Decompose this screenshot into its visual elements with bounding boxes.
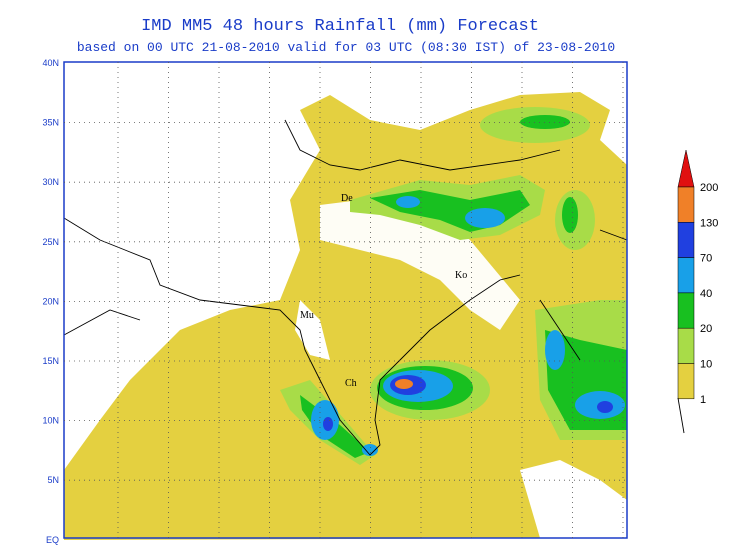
title: IMD MM5 48 hours Rainfall (mm) Forecast <box>141 17 539 36</box>
legend-swatch <box>677 186 695 223</box>
lat-label: 40N <box>42 58 59 68</box>
lat-label: 5N <box>47 475 59 485</box>
map-area <box>63 61 628 540</box>
city-label: Mu <box>300 310 314 321</box>
legend-label: 200 <box>700 182 718 194</box>
legend-label: 40 <box>700 288 712 300</box>
legend-swatch <box>677 363 695 400</box>
lat-label: 25N <box>42 237 59 247</box>
lat-label: 30N <box>42 177 59 187</box>
legend-swatch <box>677 292 695 329</box>
legend-swatch <box>677 327 695 364</box>
subtitle: based on 00 UTC 21-08-2010 valid for 03 … <box>77 40 615 55</box>
grid: 40N 35N 30N 25N 20N 15N 10N 5N EQ <box>42 58 627 545</box>
legend-swatch <box>677 257 695 294</box>
legend-label: 70 <box>700 253 712 265</box>
legend: 200 130 70 40 20 10 1 <box>677 149 718 406</box>
legend-label: 20 <box>700 323 712 335</box>
lat-label: 10N <box>42 416 59 426</box>
lat-label: 35N <box>42 118 59 128</box>
legend-tail <box>677 397 685 434</box>
lat-label: EQ <box>46 535 59 545</box>
legend-swatch <box>677 222 695 258</box>
city-label: Ch <box>345 378 357 389</box>
lat-label: 15N <box>42 356 59 366</box>
legend-label: 1 <box>700 394 706 406</box>
city-label: Ko <box>455 270 467 281</box>
lat-label: 20N <box>42 296 59 306</box>
legend-label: 10 <box>700 359 712 371</box>
legend-swatch <box>677 149 695 188</box>
city-label: De <box>341 193 353 204</box>
legend-label: 130 <box>700 217 718 229</box>
